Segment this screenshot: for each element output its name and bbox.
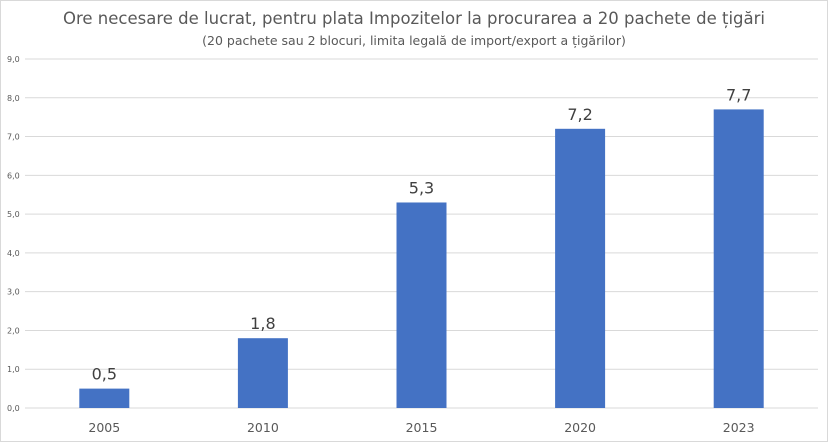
bar bbox=[396, 202, 447, 408]
y-tick-label: 2,0 bbox=[7, 326, 20, 335]
y-tick-label: 0,0 bbox=[7, 404, 20, 413]
y-tick-label: 3,0 bbox=[7, 288, 20, 297]
y-tick-label: 6,0 bbox=[7, 171, 20, 180]
chart-subtitle: (20 pachete sau 2 blocuri, limita legală… bbox=[202, 33, 626, 48]
x-tick-label: 2020 bbox=[564, 420, 596, 435]
x-tick-label: 2010 bbox=[247, 420, 279, 435]
data-label: 7,7 bbox=[726, 85, 751, 104]
bar bbox=[79, 388, 130, 408]
x-tick-label: 2015 bbox=[406, 420, 438, 435]
y-tick-label: 9,0 bbox=[7, 55, 20, 64]
bar bbox=[555, 128, 606, 409]
chart-title: Ore necesare de lucrat, pentru plata Imp… bbox=[63, 9, 765, 28]
data-label: 0,5 bbox=[92, 365, 117, 384]
y-tick-label: 4,0 bbox=[7, 249, 20, 258]
y-tick-label: 7,0 bbox=[7, 133, 20, 142]
data-label: 1,8 bbox=[250, 314, 275, 333]
data-label: 7,2 bbox=[567, 105, 592, 124]
x-tick-label: 2023 bbox=[723, 420, 755, 435]
y-tick-label: 8,0 bbox=[7, 94, 20, 103]
data-label: 5,3 bbox=[409, 178, 434, 197]
y-tick-label: 1,0 bbox=[7, 365, 20, 374]
y-tick-label: 5,0 bbox=[7, 210, 20, 219]
bar bbox=[713, 109, 764, 409]
bar bbox=[237, 338, 288, 408]
x-tick-label: 2005 bbox=[88, 420, 120, 435]
